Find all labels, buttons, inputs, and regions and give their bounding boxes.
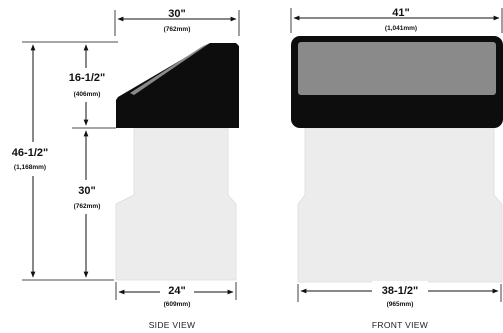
side-view-caption: SIDE VIEW <box>149 320 196 330</box>
front-top-dim-main: 41" <box>392 7 409 19</box>
side-total-dim-sub: (1,168mm) <box>14 164 46 171</box>
side-bottom-dim-sub: (609mm) <box>164 301 191 308</box>
side-upper-label-bg <box>60 68 114 102</box>
side-bottom-label-bg <box>160 282 194 310</box>
front-screen <box>298 42 496 95</box>
side-total-dim-main: 46-1/2" <box>12 147 48 159</box>
side-lower-label-bg <box>64 180 110 214</box>
side-upper-dim-main: 16-1/2" <box>69 72 105 84</box>
front-bottom-label-bg <box>372 281 428 309</box>
side-screen-slope <box>130 43 210 95</box>
front-view: 41" (1,041mm) 38-1/2" (965mm) FRONT VIEW <box>290 7 503 330</box>
front-bottom-dim-sub: (965mm) <box>387 301 414 308</box>
front-top-dim-sub: (1,041mm) <box>385 25 417 32</box>
side-top-dim-sub: (762mm) <box>164 26 191 33</box>
side-lower-dim-sub: (762mm) <box>74 203 101 210</box>
front-view-caption: FRONT VIEW <box>372 320 428 330</box>
side-top-dim-main: 30" <box>168 8 185 20</box>
front-pedestal <box>297 127 503 283</box>
side-console-body <box>116 43 239 128</box>
side-lower-dim-main: 30" <box>78 185 95 197</box>
side-upper-dim-sub: (406mm) <box>74 91 101 98</box>
front-bottom-dim-main: 38-1/2" <box>382 285 418 297</box>
side-pedestal <box>115 127 237 281</box>
side-bottom-dim-main: 24" <box>168 285 185 297</box>
side-view: 30" (762mm) 46-1/2" (1,168mm) 16-1/2" (4… <box>4 8 240 330</box>
side-total-label-bg <box>4 142 56 176</box>
